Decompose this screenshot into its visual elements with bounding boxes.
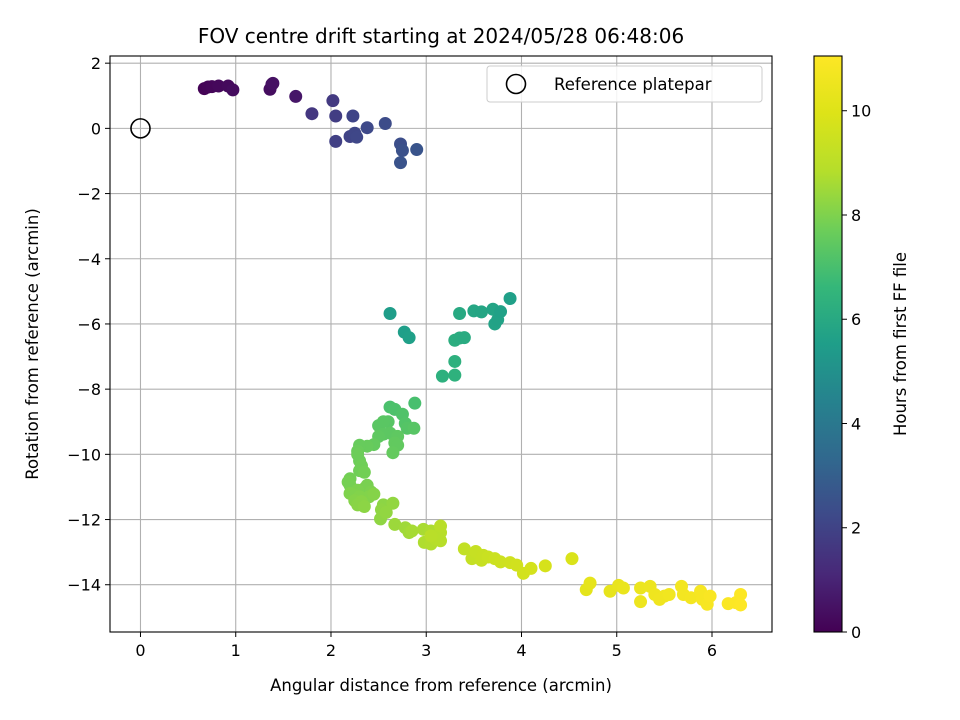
y-tick-label: −8 — [77, 380, 101, 399]
y-tick-label: −12 — [67, 511, 101, 530]
data-point — [408, 396, 422, 410]
legend-reference-label: Reference platepar — [554, 75, 712, 94]
data-point — [684, 591, 698, 605]
colorbar-tick-label: 4 — [851, 414, 861, 433]
y-tick-label: −4 — [77, 250, 101, 269]
x-tick-label: 0 — [135, 641, 145, 660]
data-point — [734, 588, 748, 602]
x-tick-label: 1 — [231, 641, 241, 660]
data-point — [662, 588, 676, 602]
data-point — [226, 83, 240, 97]
data-point — [329, 134, 343, 148]
data-point — [350, 130, 364, 144]
data-point — [386, 496, 400, 510]
colorbar-tick-label: 10 — [851, 102, 871, 121]
y-axis-label: Rotation from reference (arcmin) — [23, 208, 42, 480]
x-axis-ticks: 0 1 2 3 4 5 6 — [135, 632, 717, 660]
data-point — [474, 305, 488, 319]
data-point — [394, 156, 408, 170]
data-point — [383, 307, 397, 321]
x-tick-label: 2 — [326, 641, 336, 660]
colorbar-tick-label: 8 — [851, 206, 861, 225]
data-point — [212, 79, 226, 93]
data-point — [434, 519, 448, 533]
data-point — [329, 109, 343, 123]
data-point — [360, 121, 374, 135]
colorbar-ticks: 0 2 4 6 8 10 — [842, 102, 871, 642]
y-axis-ticks: 2 0 −2 −4 −6 −8 −10 −12 −14 — [67, 54, 110, 595]
data-point — [395, 144, 409, 158]
data-point — [357, 499, 371, 513]
data-point — [583, 576, 597, 590]
data-point — [289, 89, 303, 103]
data-point — [405, 524, 419, 538]
data-point — [386, 446, 400, 460]
colorbar-tick-label: 0 — [851, 623, 861, 642]
data-point — [326, 94, 340, 108]
data-point — [388, 517, 402, 531]
data-point — [703, 589, 717, 603]
data-point — [457, 542, 471, 556]
data-point — [410, 143, 424, 157]
data-point — [616, 581, 630, 595]
y-tick-label: −6 — [77, 315, 101, 334]
data-point — [494, 305, 508, 319]
colorbar-frame — [813, 55, 843, 633]
data-point — [435, 369, 449, 383]
data-point — [305, 107, 319, 121]
data-point — [266, 76, 280, 90]
grid — [110, 56, 772, 632]
x-tick-label: 3 — [421, 641, 431, 660]
colorbar-tick-label: 6 — [851, 310, 861, 329]
data-point — [346, 109, 360, 123]
legend-box — [486, 65, 763, 103]
y-tick-label: −2 — [77, 185, 101, 204]
data-point — [448, 368, 462, 382]
data-point — [379, 505, 393, 519]
colorbar — [814, 56, 842, 632]
data-point — [524, 561, 538, 575]
data-point — [457, 331, 471, 345]
data-point — [494, 555, 508, 569]
plot-frame — [109, 55, 773, 633]
data-point — [402, 331, 416, 345]
x-axis-label: Angular distance from reference (arcmin) — [270, 676, 612, 695]
y-tick-label: −14 — [67, 576, 101, 595]
data-point — [448, 354, 462, 368]
data-point — [424, 529, 438, 543]
colorbar-label: Hours from first FF file — [891, 252, 910, 436]
data-point — [634, 595, 648, 609]
data-point — [453, 307, 467, 321]
legend-reference-marker — [505, 73, 527, 95]
y-tick-label: −10 — [67, 445, 101, 464]
data-point — [378, 116, 392, 130]
x-tick-label: 4 — [516, 641, 526, 660]
data-point — [407, 421, 421, 435]
data-points — [197, 76, 748, 612]
data-point — [357, 465, 371, 479]
x-tick-label: 6 — [707, 641, 717, 660]
data-point — [367, 487, 381, 501]
data-point — [538, 559, 552, 573]
x-tick-label: 5 — [612, 641, 622, 660]
colorbar-tick-label: 2 — [851, 519, 861, 538]
chart-title: FOV centre drift starting at 2024/05/28 … — [198, 24, 684, 48]
data-point — [503, 292, 517, 306]
reference-marker-layer — [130, 118, 151, 139]
data-point — [734, 598, 748, 612]
data-point — [565, 552, 579, 566]
y-tick-label: 2 — [91, 54, 101, 73]
legend: Reference platepar — [486, 65, 763, 103]
reference-platepar-marker — [130, 118, 151, 139]
y-tick-label: 0 — [91, 119, 101, 138]
